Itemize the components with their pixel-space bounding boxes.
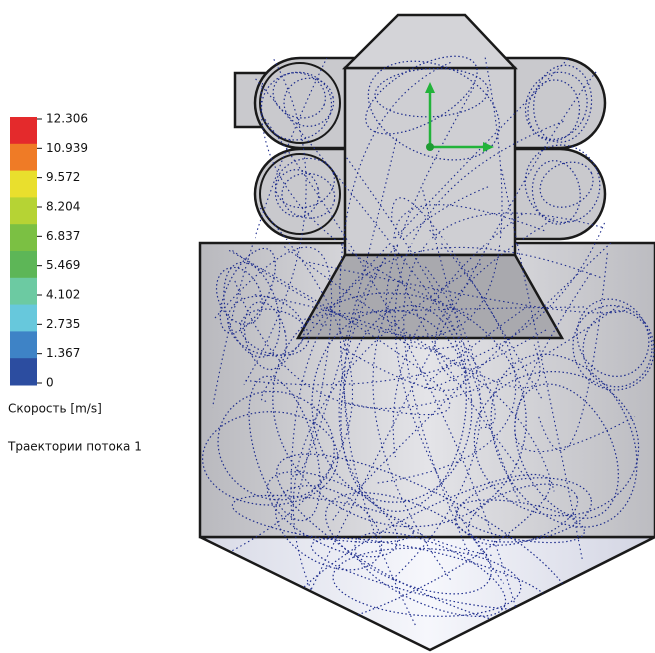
tick-label: 2.735 [46,317,80,331]
origin [426,143,434,151]
color-band [10,358,37,385]
color-band [10,331,37,358]
color-band [10,251,37,278]
color-band [10,305,37,332]
flow-simulation-view: Скорость [m/s] Траектории потока 1 12.30… [0,0,655,653]
tick-label: 9.572 [46,170,80,184]
tick-label: 8.204 [46,200,80,214]
tick-label: 10.939 [46,141,88,155]
tick-label: 12.306 [46,112,88,126]
color-band [10,224,37,251]
tick-label: 4.102 [46,288,80,302]
color-band [10,278,37,305]
tick-label: 0 [46,376,54,390]
bottom-cone [200,537,655,650]
legend-caption: Траектории потока 1 [7,440,142,454]
tick-label: 1.367 [46,346,80,360]
color-band [10,197,37,224]
color-band [10,117,37,144]
legend-quantity: Скорость [m/s] [8,402,102,416]
color-band [10,144,37,171]
tick-label: 5.469 [46,258,80,272]
legend: Скорость [m/s] Траектории потока 1 12.30… [7,112,142,454]
top-cone [345,15,515,68]
color-band [10,171,37,198]
tick-label: 6.837 [46,229,80,243]
